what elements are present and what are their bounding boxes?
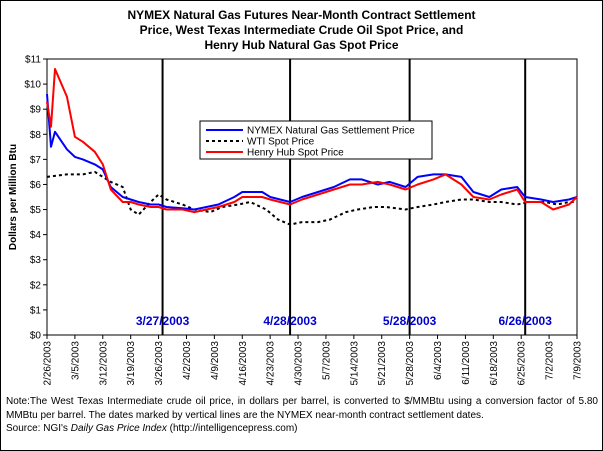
y-tick-label: $4 — [30, 230, 42, 241]
settlement-date-label: 5/28/2003 — [383, 314, 437, 328]
chart-title-line-1: NYMEX Natural Gas Futures Near-Month Con… — [127, 8, 476, 22]
legend-label: WTI Spot Price — [247, 137, 315, 148]
chart-title: NYMEX Natural Gas Futures Near-Month Con… — [0, 8, 603, 53]
x-tick-label: 5/14/2003 — [349, 341, 360, 386]
legend-label: NYMEX Natural Gas Settlement Price — [247, 126, 415, 137]
x-tick-label: 3/5/2003 — [70, 341, 81, 380]
source-prefix: Source: NGI's — [6, 423, 71, 434]
x-tick-label: 7/9/2003 — [573, 341, 584, 380]
chart-note: Note:The West Texas Intermediate crude o… — [6, 395, 598, 436]
y-tick-label: $8 — [30, 130, 42, 141]
x-tick-label: 3/19/2003 — [126, 341, 137, 386]
x-tick-label: 5/21/2003 — [377, 341, 388, 386]
y-tick-label: $5 — [30, 205, 42, 216]
chart-title-line-3: Henry Hub Natural Gas Spot Price — [204, 38, 399, 52]
source-title: Daily Gas Price Index — [70, 423, 167, 434]
y-tick-label: $11 — [25, 55, 41, 66]
chart-title-line-2: Price, West Texas Intermediate Crude Oil… — [139, 23, 464, 37]
y-tick-label: $1 — [30, 305, 42, 316]
y-tick-label: $0 — [30, 331, 42, 342]
settlement-date-label: 4/28/2003 — [263, 314, 317, 328]
x-tick-label: 6/4/2003 — [433, 341, 444, 380]
source-suffix: (http://intelligencepress.com) — [166, 423, 298, 434]
x-tick-label: 4/30/2003 — [294, 341, 305, 386]
series-wti-line — [46, 170, 577, 226]
x-tick-label: 6/11/2003 — [461, 341, 472, 385]
x-tick-label: 4/16/2003 — [238, 341, 249, 386]
y-tick-label: $9 — [30, 105, 42, 116]
x-tick-label: 5/7/2003 — [321, 341, 332, 380]
x-tick-label: 6/18/2003 — [489, 341, 500, 386]
x-tick-label: 2/26/2003 — [43, 341, 54, 386]
y-tick-label: $3 — [30, 255, 42, 266]
x-tick-label: 3/12/2003 — [98, 341, 109, 386]
y-axis-label: Dollars per Million Btu — [8, 144, 19, 250]
series-henry-hub-line — [46, 68, 578, 214]
x-tick-label: 4/9/2003 — [210, 341, 221, 380]
y-tick-label: $10 — [24, 80, 41, 91]
legend-label: Henry Hub Spot Price — [247, 148, 344, 159]
note-text: Note:The West Texas Intermediate crude o… — [6, 396, 598, 421]
settlement-date-label: 6/26/2003 — [499, 314, 553, 328]
x-tick-label: 7/2/2003 — [545, 341, 556, 380]
settlement-date-label: 3/27/2003 — [136, 314, 190, 328]
y-tick-label: $7 — [30, 155, 42, 166]
y-tick-label: $6 — [30, 180, 42, 191]
x-tick-label: 4/2/2003 — [182, 341, 193, 380]
x-tick-label: 3/26/2003 — [154, 341, 165, 386]
y-tick-label: $2 — [30, 280, 42, 291]
x-tick-label: 6/25/2003 — [517, 341, 528, 386]
x-tick-label: 4/23/2003 — [266, 341, 277, 386]
x-tick-label: 5/28/2003 — [405, 341, 416, 386]
source-line: Source: NGI's Daily Gas Price Index (htt… — [6, 422, 598, 436]
